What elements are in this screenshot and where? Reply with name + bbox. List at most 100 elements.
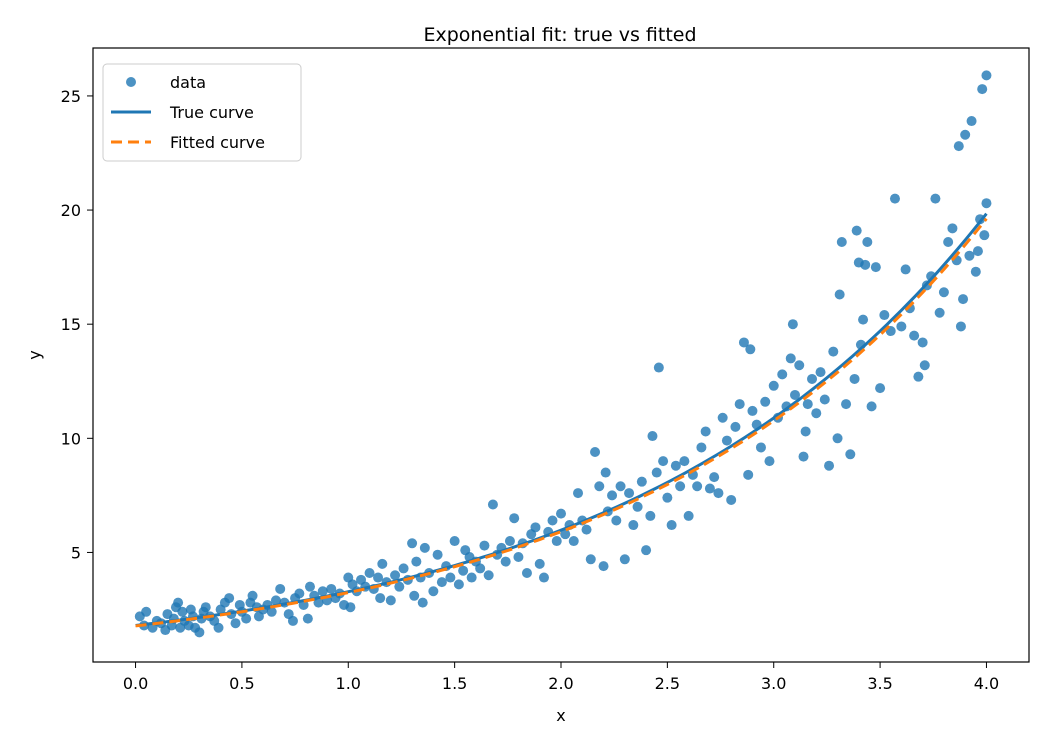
data-point — [755, 442, 766, 453]
data-point — [745, 344, 756, 355]
data-point — [449, 536, 460, 547]
data-point — [670, 460, 681, 471]
data-point — [828, 346, 839, 357]
data-point — [385, 595, 396, 606]
data-point — [224, 593, 235, 604]
data-point — [889, 193, 900, 204]
data-point — [313, 597, 324, 608]
data-point — [390, 570, 401, 581]
data-point — [538, 572, 549, 583]
data-point — [628, 520, 639, 531]
data-point — [851, 225, 862, 236]
data-point — [875, 383, 886, 394]
data-point — [800, 426, 811, 437]
data-point — [302, 613, 313, 624]
data-point — [866, 401, 877, 412]
data-point — [556, 508, 566, 519]
data-point — [241, 613, 252, 624]
data-point — [287, 615, 298, 626]
legend-label-true-curve: True curve — [169, 103, 254, 122]
data-point — [811, 408, 822, 419]
data-point — [743, 469, 754, 480]
data-point — [479, 540, 490, 551]
data-point — [394, 581, 405, 592]
data-point — [317, 586, 328, 597]
data-point — [943, 237, 954, 248]
data-point — [194, 627, 205, 638]
data-point — [560, 529, 571, 540]
data-point — [530, 522, 541, 533]
data-point — [594, 481, 605, 492]
data-point — [500, 556, 511, 567]
data-point — [675, 481, 686, 492]
data-point — [585, 554, 596, 565]
data-point — [504, 536, 515, 547]
data-point — [475, 563, 486, 574]
data-point — [692, 481, 703, 492]
data-point — [787, 319, 798, 330]
data-point — [713, 488, 724, 499]
data-point — [173, 597, 184, 608]
data-point — [662, 492, 673, 503]
data-point — [917, 337, 928, 348]
data-point — [141, 606, 152, 617]
data-point — [658, 456, 669, 467]
data-point — [326, 583, 337, 594]
data-point — [419, 542, 430, 553]
data-point — [953, 141, 964, 152]
data-point — [819, 394, 830, 405]
data-point — [870, 262, 881, 273]
data-point — [568, 536, 579, 547]
data-point — [815, 367, 826, 378]
data-point — [590, 447, 601, 458]
data-point — [972, 246, 983, 257]
data-point — [798, 451, 809, 462]
data-point — [266, 606, 277, 617]
data-point — [641, 545, 652, 556]
data-point — [458, 565, 469, 576]
data-point — [717, 412, 728, 423]
data-point — [955, 321, 966, 332]
data-point — [611, 515, 622, 526]
y-tick-label: 20 — [61, 201, 81, 220]
data-point — [764, 456, 775, 467]
data-point — [979, 230, 990, 241]
legend: data True curve Fitted curve — [102, 63, 302, 162]
data-point — [700, 426, 711, 437]
data-point — [930, 193, 941, 204]
data-point — [645, 510, 656, 521]
data-point — [919, 360, 930, 371]
x-tick-label: 2.5 — [655, 674, 680, 693]
data-point — [845, 449, 856, 460]
data-point — [960, 129, 971, 140]
data-point — [247, 590, 258, 601]
data-point — [896, 321, 907, 332]
data-point — [632, 501, 643, 512]
data-point — [432, 549, 443, 560]
data-point — [726, 494, 737, 505]
data-point — [573, 488, 584, 499]
data-point — [200, 602, 211, 613]
x-tick-label: 1.5 — [442, 674, 467, 693]
data-point — [807, 373, 818, 384]
legend-label-fitted-curve: Fitted curve — [170, 133, 265, 152]
data-point — [624, 488, 635, 499]
data-point — [964, 250, 975, 261]
y-axis-label: y — [25, 350, 44, 359]
data-point — [738, 337, 749, 348]
legend-box — [102, 63, 302, 162]
x-tick-label: 0.5 — [229, 674, 254, 693]
data-point — [704, 483, 715, 494]
data-point — [607, 490, 618, 501]
data-point — [409, 590, 420, 601]
data-point — [294, 588, 305, 599]
data-point — [551, 536, 562, 547]
data-point — [734, 399, 745, 410]
data-point — [270, 595, 281, 606]
x-tick-label: 3.5 — [867, 674, 892, 693]
x-axis-ticks: 0.0 0.5 1.0 1.5 2.0 2.5 3.0 3.5 4.0 — [123, 662, 999, 693]
data-point — [747, 405, 758, 416]
data-point — [909, 330, 920, 341]
data-point — [900, 264, 911, 275]
